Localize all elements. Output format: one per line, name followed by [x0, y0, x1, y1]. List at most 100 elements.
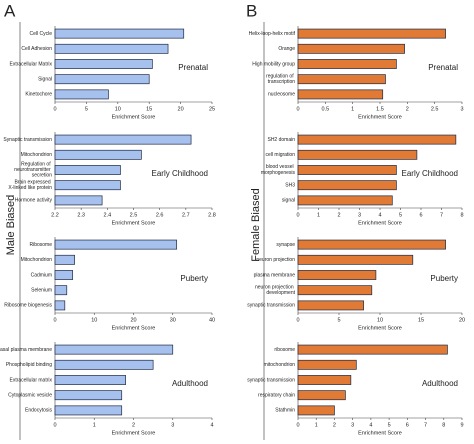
bar — [297, 74, 386, 85]
bar — [54, 74, 150, 85]
x-tick-label: 8 — [442, 422, 445, 428]
x-tick-label: 6 — [406, 422, 409, 428]
category-label: Cadmium — [31, 272, 52, 278]
x-tick-label: 1 — [351, 106, 354, 112]
category-label: Signal — [38, 77, 52, 83]
panel-annotation: Adulthood — [172, 379, 208, 388]
bar — [54, 254, 75, 265]
x-tick-label: 5 — [399, 212, 402, 218]
x-tick-label: 0 — [53, 106, 56, 112]
category-label: Basal plasma membrane — [0, 347, 52, 353]
category-label: respiratory chain — [258, 393, 295, 399]
panel-annotation: Puberty — [430, 274, 458, 283]
x-tick-label: 2.5 — [130, 212, 138, 218]
x-tick-label: 1 — [93, 422, 96, 428]
x-tick-label: 20 — [178, 106, 184, 112]
category-label: Mitochondrion — [21, 152, 53, 158]
x-tick-label: 20 — [459, 317, 465, 323]
category-label: Selenium — [31, 288, 52, 294]
panel-annotation: Puberty — [180, 274, 208, 283]
x-tick-label: 10 — [115, 106, 121, 112]
category-label: Phospholipid binding — [6, 362, 52, 368]
bar — [54, 344, 174, 355]
x-tick-label: 5 — [337, 317, 340, 323]
x-tick-label: 8 — [460, 212, 463, 218]
bar — [297, 344, 448, 355]
x-tick-label: 2 — [337, 212, 340, 218]
x-tick-label: 9 — [460, 422, 463, 428]
x-tick-label: 2 — [406, 106, 409, 112]
category-label: Brain expressed X-linked like protein — [8, 180, 52, 192]
panel-letter: A — [4, 1, 16, 20]
x-axis-title: Enrichment Score — [358, 220, 402, 226]
category-label: SH3 — [285, 183, 295, 189]
category-label: Orange — [278, 46, 295, 52]
category-label: neuron projection development — [255, 285, 296, 297]
bar — [54, 375, 127, 385]
category-label: mitochondrion — [264, 362, 296, 368]
category-label: Cell Adhesion — [21, 46, 52, 52]
bar — [297, 405, 335, 416]
x-tick-label: 10 — [377, 317, 383, 323]
category-label: Kinetochore — [25, 92, 52, 98]
x-tick-label: 4 — [378, 212, 381, 218]
bar — [297, 300, 364, 311]
bar — [54, 195, 103, 206]
x-tick-label: 4 — [210, 422, 213, 428]
bar — [54, 43, 169, 54]
x-tick-label: 0.5 — [322, 106, 330, 112]
x-tick-label: 3 — [351, 422, 354, 428]
x-tick-label: 2 — [333, 422, 336, 428]
bar — [297, 28, 446, 39]
category-label: Endocytosis — [25, 408, 52, 414]
x-axis-title: Enrichment Score — [112, 114, 156, 120]
x-tick-label: 0 — [296, 106, 299, 112]
category-label: ribosome — [274, 347, 295, 353]
x-axis-title: Enrichment Score — [358, 114, 402, 120]
x-tick-label: 2.7 — [182, 212, 190, 218]
panel-annotation: Prenatal — [428, 63, 458, 72]
category-label: Stathmin — [275, 408, 295, 414]
x-tick-label: 6 — [419, 212, 422, 218]
category-label: Regulation of neurotransmitter secretion — [14, 162, 52, 179]
bar — [297, 239, 446, 250]
category-label: Cytoplasmic vesicle — [8, 393, 52, 399]
panel-letter: B — [246, 1, 257, 20]
x-tick-label: 7 — [424, 422, 427, 428]
category-label: SH2 domain — [267, 137, 295, 143]
x-tick-label: 2.2 — [51, 212, 59, 218]
bar — [54, 390, 123, 401]
x-tick-label: 0 — [53, 317, 56, 323]
category-label: Helix-loop-helix motif — [249, 31, 296, 37]
bar — [54, 359, 154, 370]
x-tick-label: 2.4 — [104, 212, 112, 218]
category-label: regulation of transcription — [266, 74, 295, 86]
category-label: Hormone activity — [15, 198, 53, 204]
x-tick-label: 3 — [171, 422, 174, 428]
category-label: signal — [282, 198, 295, 204]
bar — [54, 285, 68, 296]
category-label: Mitochondrion — [21, 257, 53, 263]
x-tick-label: 5 — [85, 106, 88, 112]
category-label: synapse — [276, 242, 295, 248]
x-axis-title: Enrichment Score — [112, 220, 156, 226]
bar — [297, 285, 373, 296]
x-tick-label: 4 — [369, 422, 372, 428]
category-label: Extracellular matrix — [9, 377, 52, 383]
category-label: nucleosome — [268, 92, 295, 98]
x-tick-label: 30 — [170, 317, 176, 323]
bar — [54, 89, 109, 100]
bar — [297, 59, 397, 69]
category-label: cell migration — [266, 152, 296, 158]
bar — [297, 195, 393, 206]
panel-annotation: Early Childhood — [402, 169, 458, 178]
x-tick-label: 15 — [146, 106, 152, 112]
x-tick-label: 2 — [132, 422, 135, 428]
bar — [54, 134, 192, 145]
x-tick-label: 3 — [358, 212, 361, 218]
category-label: plasma membrane — [254, 272, 296, 278]
x-tick-label: 40 — [209, 317, 215, 323]
category-label: Ribosome biogenesis — [4, 303, 52, 309]
x-tick-label: 0 — [53, 422, 56, 428]
